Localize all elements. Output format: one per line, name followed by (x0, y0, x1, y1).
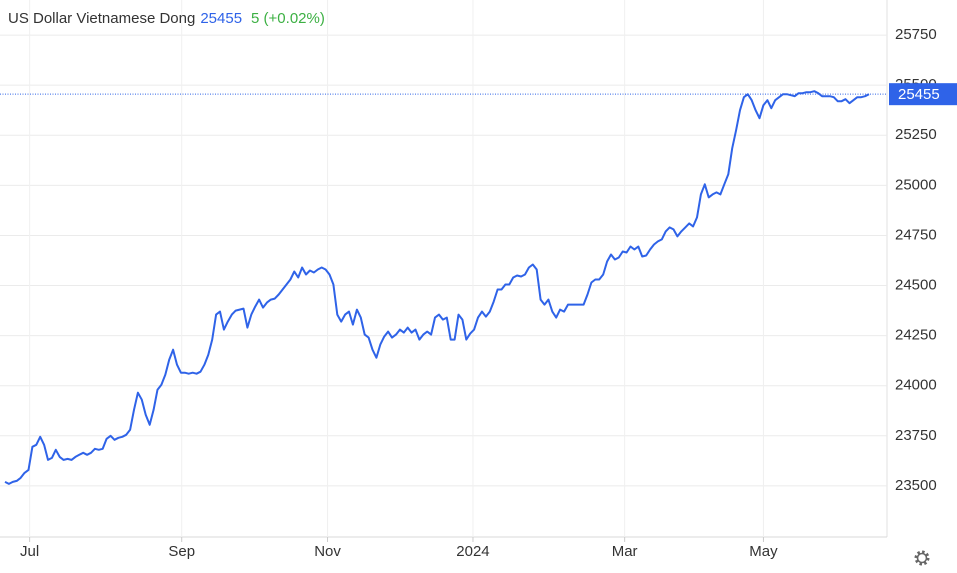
settings-icon[interactable] (914, 550, 930, 566)
x-tick-label: Nov (314, 543, 341, 560)
y-tick-label: 23750 (895, 427, 937, 444)
gear-teeth (914, 550, 930, 566)
x-tick-label: Mar (612, 543, 638, 560)
x-tick-label: Sep (168, 543, 195, 560)
price-line (4, 90, 870, 485)
y-tick-label: 24250 (895, 327, 937, 344)
chart-title: US Dollar Vietnamese Dong (8, 10, 195, 27)
price-change: 5 (+0.02%) (251, 10, 325, 27)
last-price-tag (889, 83, 957, 106)
y-tick-label: 25750 (895, 26, 937, 43)
x-tick-label: 2024 (456, 543, 489, 560)
y-tick-label: 25250 (895, 126, 937, 143)
y-tick-label: 24500 (895, 277, 937, 294)
gear-ring (916, 552, 928, 564)
y-tick-label: 24000 (895, 377, 937, 394)
y-tick-label: 23500 (895, 477, 937, 494)
y-tick-label: 25000 (895, 176, 937, 193)
x-tick-label: May (749, 543, 778, 560)
x-tick-label: Jul (20, 543, 39, 560)
last-price-label: 25455 (898, 86, 940, 103)
last-price: 25455 (200, 10, 242, 27)
chart-header: US Dollar Vietnamese Dong 25455 5 (+0.02%) (8, 10, 325, 27)
y-tick-label: 24750 (895, 226, 937, 243)
